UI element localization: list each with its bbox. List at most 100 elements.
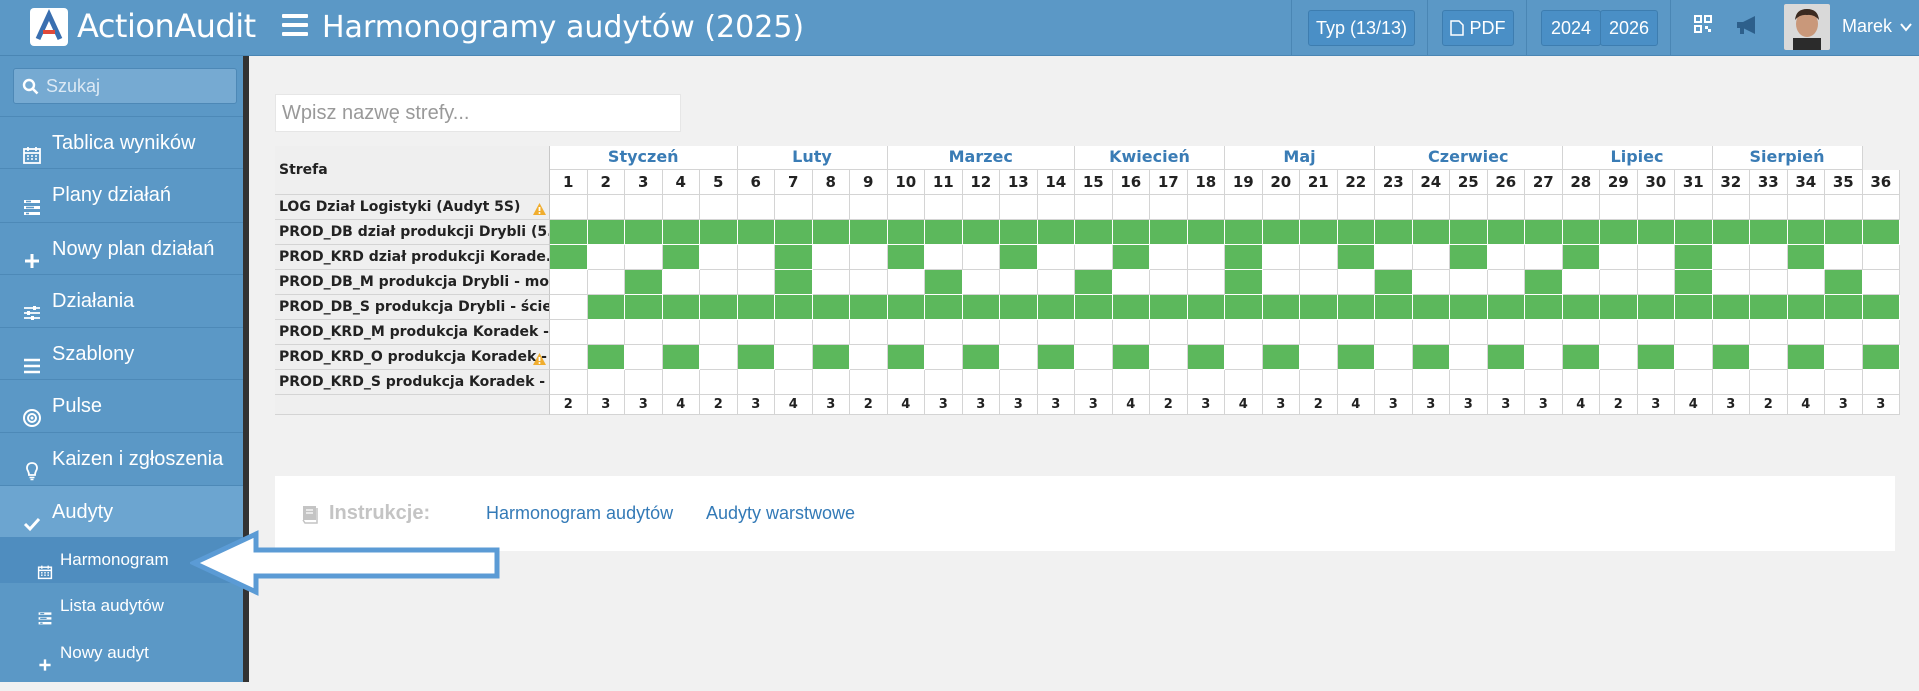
audit-planned-cell[interactable] — [1450, 295, 1488, 320]
audit-empty-cell[interactable] — [1337, 270, 1375, 295]
audit-planned-cell[interactable] — [1037, 345, 1075, 370]
audit-empty-cell[interactable] — [1712, 245, 1750, 270]
audit-empty-cell[interactable] — [1712, 195, 1750, 220]
audit-planned-cell[interactable] — [1262, 220, 1300, 245]
audit-empty-cell[interactable] — [1150, 245, 1188, 270]
sidebar-item-tablica-wyników[interactable]: Tablica wyników — [0, 116, 243, 168]
audit-empty-cell[interactable] — [1750, 345, 1788, 370]
audit-empty-cell[interactable] — [887, 320, 925, 345]
audit-planned-cell[interactable] — [1825, 270, 1863, 295]
pdf-button[interactable]: PDF — [1442, 10, 1514, 46]
audit-planned-cell[interactable] — [1712, 295, 1750, 320]
audit-empty-cell[interactable] — [1262, 320, 1300, 345]
audit-planned-cell[interactable] — [925, 220, 963, 245]
audit-empty-cell[interactable] — [550, 270, 588, 295]
audit-planned-cell[interactable] — [1300, 295, 1338, 320]
audit-planned-cell[interactable] — [1075, 295, 1113, 320]
audit-empty-cell[interactable] — [1150, 320, 1188, 345]
audit-empty-cell[interactable] — [1262, 370, 1300, 395]
audit-planned-cell[interactable] — [1750, 220, 1788, 245]
audit-planned-cell[interactable] — [1112, 345, 1150, 370]
audit-planned-cell[interactable] — [1637, 220, 1675, 245]
avatar[interactable] — [1784, 4, 1830, 50]
audit-empty-cell[interactable] — [625, 245, 663, 270]
audit-empty-cell[interactable] — [850, 195, 888, 220]
audit-empty-cell[interactable] — [812, 320, 850, 345]
audit-planned-cell[interactable] — [1562, 220, 1600, 245]
audit-empty-cell[interactable] — [1187, 320, 1225, 345]
audit-empty-cell[interactable] — [700, 195, 738, 220]
audit-empty-cell[interactable] — [1150, 345, 1188, 370]
audit-empty-cell[interactable] — [1487, 320, 1525, 345]
audit-empty-cell[interactable] — [1262, 195, 1300, 220]
audit-planned-cell[interactable] — [662, 220, 700, 245]
audit-empty-cell[interactable] — [1675, 345, 1713, 370]
audit-planned-cell[interactable] — [1412, 220, 1450, 245]
audit-empty-cell[interactable] — [1337, 370, 1375, 395]
audit-planned-cell[interactable] — [700, 295, 738, 320]
audit-empty-cell[interactable] — [1825, 245, 1863, 270]
menu-toggle-icon[interactable] — [282, 14, 308, 38]
audit-planned-cell[interactable] — [1000, 245, 1038, 270]
audit-empty-cell[interactable] — [1600, 270, 1638, 295]
audit-empty-cell[interactable] — [550, 345, 588, 370]
audit-planned-cell[interactable] — [812, 345, 850, 370]
audit-empty-cell[interactable] — [850, 320, 888, 345]
audit-planned-cell[interactable] — [1262, 295, 1300, 320]
link-layered-audits[interactable]: Audyty warstwowe — [706, 503, 856, 523]
audit-empty-cell[interactable] — [1150, 195, 1188, 220]
audit-empty-cell[interactable] — [1637, 370, 1675, 395]
audit-empty-cell[interactable] — [925, 370, 963, 395]
year-prev-button[interactable]: 2024 — [1541, 10, 1601, 46]
audit-planned-cell[interactable] — [775, 270, 813, 295]
audit-empty-cell[interactable] — [550, 320, 588, 345]
audit-empty-cell[interactable] — [625, 320, 663, 345]
audit-empty-cell[interactable] — [625, 370, 663, 395]
zone-row-label[interactable]: PROD_DB_M produkcja Drybli - mo... — [275, 270, 550, 295]
audit-empty-cell[interactable] — [1637, 195, 1675, 220]
audit-empty-cell[interactable] — [1037, 370, 1075, 395]
audit-empty-cell[interactable] — [662, 320, 700, 345]
audit-empty-cell[interactable] — [812, 195, 850, 220]
audit-empty-cell[interactable] — [1825, 320, 1863, 345]
audit-planned-cell[interactable] — [850, 220, 888, 245]
audit-planned-cell[interactable] — [1862, 345, 1900, 370]
audit-planned-cell[interactable] — [1150, 295, 1188, 320]
audit-empty-cell[interactable] — [962, 370, 1000, 395]
audit-empty-cell[interactable] — [1525, 370, 1563, 395]
audit-planned-cell[interactable] — [1675, 295, 1713, 320]
sidebar-item-kaizen-i-zgłoszenia[interactable]: Kaizen i zgłoszenia — [0, 432, 243, 484]
audit-empty-cell[interactable] — [587, 370, 625, 395]
audit-empty-cell[interactable] — [887, 270, 925, 295]
audit-planned-cell[interactable] — [1825, 220, 1863, 245]
audit-planned-cell[interactable] — [1675, 220, 1713, 245]
audit-empty-cell[interactable] — [1375, 345, 1413, 370]
audit-planned-cell[interactable] — [1375, 295, 1413, 320]
audit-planned-cell[interactable] — [1450, 245, 1488, 270]
audit-planned-cell[interactable] — [1562, 345, 1600, 370]
audit-planned-cell[interactable] — [1525, 295, 1563, 320]
audit-empty-cell[interactable] — [812, 245, 850, 270]
audit-empty-cell[interactable] — [1300, 370, 1338, 395]
audit-empty-cell[interactable] — [550, 370, 588, 395]
audit-empty-cell[interactable] — [1075, 345, 1113, 370]
audit-planned-cell[interactable] — [1337, 345, 1375, 370]
audit-empty-cell[interactable] — [1187, 245, 1225, 270]
audit-empty-cell[interactable] — [925, 245, 963, 270]
zone-row-label[interactable]: PROD_DB dział produkcji Drybli (5... — [275, 220, 550, 245]
audit-empty-cell[interactable] — [1487, 195, 1525, 220]
type-filter-button[interactable]: Typ (13/13) — [1308, 10, 1415, 46]
audit-planned-cell[interactable] — [1225, 245, 1263, 270]
audit-empty-cell[interactable] — [1037, 195, 1075, 220]
sidebar-item-audyty[interactable]: Audyty — [0, 485, 243, 537]
audit-planned-cell[interactable] — [1787, 245, 1825, 270]
audit-empty-cell[interactable] — [1225, 195, 1263, 220]
sidebar-item-pulse[interactable]: Pulse — [0, 379, 243, 431]
audit-empty-cell[interactable] — [1637, 270, 1675, 295]
audit-empty-cell[interactable] — [1600, 345, 1638, 370]
sidebar-item-szablony[interactable]: Szablony — [0, 327, 243, 379]
audit-empty-cell[interactable] — [850, 345, 888, 370]
audit-empty-cell[interactable] — [1037, 270, 1075, 295]
audit-planned-cell[interactable] — [1562, 295, 1600, 320]
audit-empty-cell[interactable] — [1787, 195, 1825, 220]
